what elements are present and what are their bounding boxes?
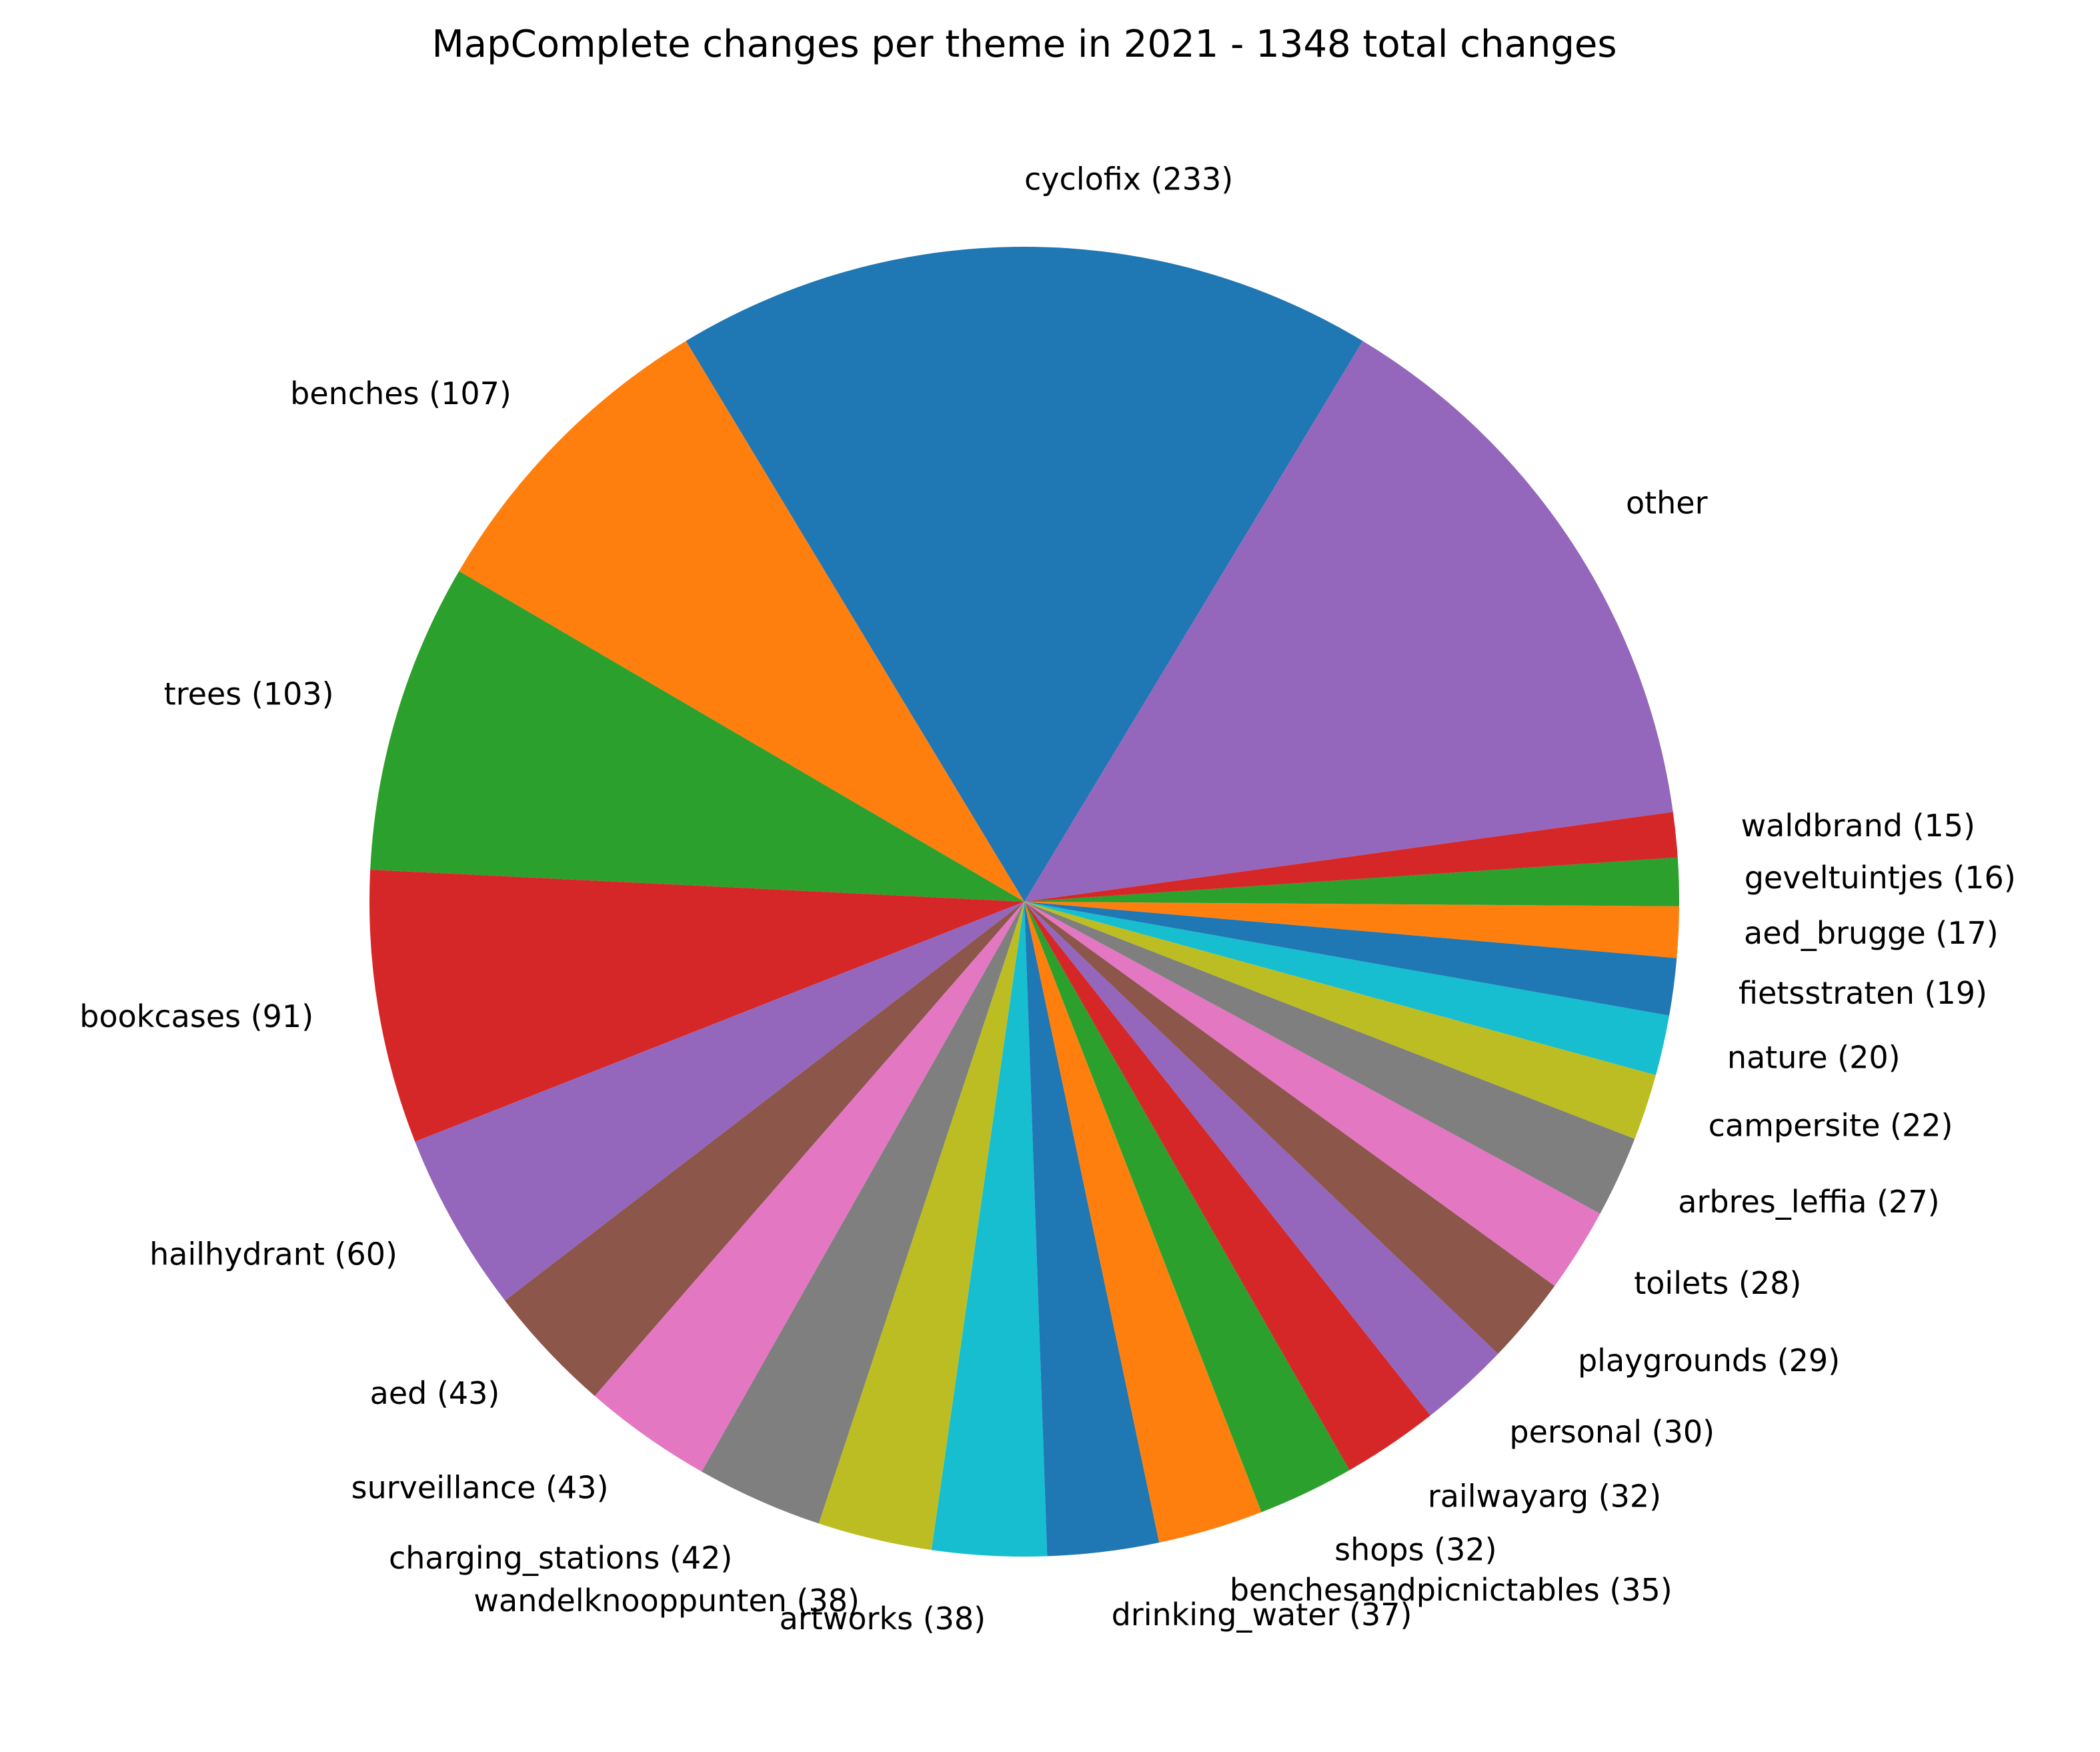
- slice-label: bookcases (91): [79, 998, 313, 1034]
- pie-slice: [1024, 902, 1350, 1513]
- pie-slice: [459, 341, 1024, 902]
- pie-slice: [1024, 902, 1656, 1139]
- pie-slice: [369, 869, 1024, 1142]
- pie-slice: [1024, 902, 1160, 1557]
- pie-slice: [370, 571, 1024, 902]
- slice-label: playgrounds (29): [1578, 1343, 1840, 1379]
- pie-slice: [931, 902, 1048, 1557]
- slice-label: personal (30): [1509, 1414, 1715, 1450]
- pie-slice: [702, 902, 1024, 1524]
- pie-slice: [1024, 812, 1678, 902]
- slice-label: drinking_water (37): [1112, 1597, 1412, 1633]
- pie-slice: [1024, 902, 1498, 1416]
- slice-label: waldbrand (15): [1741, 808, 1976, 844]
- slice-label: shops (32): [1334, 1531, 1496, 1567]
- slice-label: arbres_leffia (27): [1678, 1184, 1939, 1220]
- pie-slice: [1024, 857, 1679, 906]
- slice-label: hailhydrant (60): [149, 1236, 397, 1272]
- pie-slice: [415, 902, 1024, 1301]
- slice-label: aed (43): [370, 1375, 500, 1411]
- slice-label: campersite (22): [1709, 1108, 1953, 1144]
- pie-slice: [1024, 902, 1677, 1016]
- slice-label: aed_brugge (17): [1744, 915, 1999, 951]
- slice-label: charging_stations (42): [389, 1540, 732, 1576]
- slice-label: fietsstraten (19): [1739, 975, 1987, 1011]
- pie-slice: [505, 902, 1024, 1397]
- slice-label: wandelknooppunten (38): [473, 1583, 860, 1619]
- slice-label: toilets (28): [1634, 1265, 1801, 1301]
- slice-label: railwayarg (32): [1428, 1478, 1661, 1514]
- pie-slice: [686, 247, 1363, 902]
- slice-label: surveillance (43): [351, 1470, 609, 1506]
- slice-label: other: [1626, 485, 1708, 521]
- pie-slice: [1024, 902, 1430, 1471]
- pie-slice: [1024, 341, 1673, 902]
- pie-slice: [1024, 902, 1635, 1214]
- slice-label: geveltuintjes (16): [1745, 860, 2016, 896]
- pie-slice: [818, 902, 1024, 1551]
- slice-label: nature (20): [1727, 1040, 1901, 1076]
- chart-title: MapComplete changes per theme in 2021 - …: [431, 23, 1617, 66]
- pie-slice: [1024, 902, 1262, 1543]
- pie-slice: [594, 902, 1024, 1472]
- slice-label: artworks (38): [780, 1601, 986, 1637]
- pie-slice: [1024, 902, 1601, 1286]
- slice-label: benches (107): [290, 375, 511, 411]
- slice-label: cyclofix (233): [1024, 161, 1233, 197]
- pie-slice: [1024, 902, 1679, 958]
- pie-slice: [1024, 902, 1555, 1355]
- slice-label: trees (103): [164, 676, 334, 712]
- slice-label: benchesandpicnictables (35): [1230, 1572, 1673, 1608]
- pie-slice: [1024, 902, 1670, 1076]
